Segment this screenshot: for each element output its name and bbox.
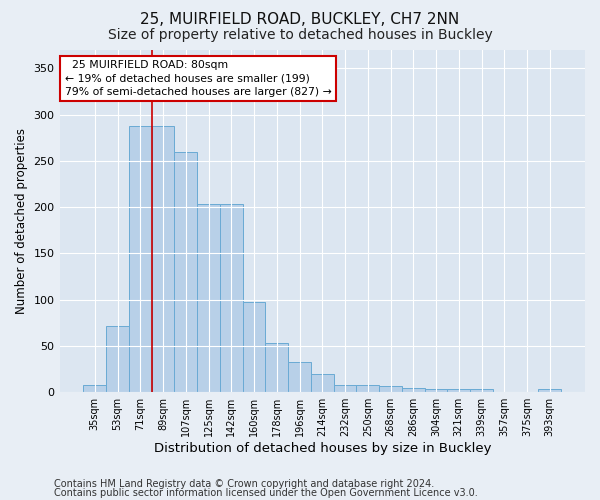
Bar — [197, 204, 220, 392]
Bar — [448, 390, 470, 392]
Text: Size of property relative to detached houses in Buckley: Size of property relative to detached ho… — [107, 28, 493, 42]
Bar — [288, 362, 311, 392]
Bar — [402, 388, 425, 392]
Bar — [311, 374, 334, 392]
Bar — [334, 385, 356, 392]
Text: Contains public sector information licensed under the Open Government Licence v3: Contains public sector information licen… — [54, 488, 478, 498]
Text: 25 MUIRFIELD ROAD: 80sqm
← 19% of detached houses are smaller (199)
79% of semi-: 25 MUIRFIELD ROAD: 80sqm ← 19% of detach… — [65, 60, 332, 96]
Bar — [379, 386, 402, 392]
Bar — [265, 343, 288, 392]
X-axis label: Distribution of detached houses by size in Buckley: Distribution of detached houses by size … — [154, 442, 491, 455]
Text: Contains HM Land Registry data © Crown copyright and database right 2024.: Contains HM Land Registry data © Crown c… — [54, 479, 434, 489]
Bar — [83, 385, 106, 392]
Bar — [425, 390, 448, 392]
Bar — [152, 126, 175, 392]
Bar — [356, 385, 379, 392]
Bar — [470, 390, 493, 392]
Text: 25, MUIRFIELD ROAD, BUCKLEY, CH7 2NN: 25, MUIRFIELD ROAD, BUCKLEY, CH7 2NN — [140, 12, 460, 28]
Bar — [129, 126, 152, 392]
Bar — [538, 390, 561, 392]
Bar — [242, 302, 265, 392]
Bar — [106, 326, 129, 392]
Y-axis label: Number of detached properties: Number of detached properties — [15, 128, 28, 314]
Bar — [220, 204, 242, 392]
Bar — [175, 152, 197, 392]
